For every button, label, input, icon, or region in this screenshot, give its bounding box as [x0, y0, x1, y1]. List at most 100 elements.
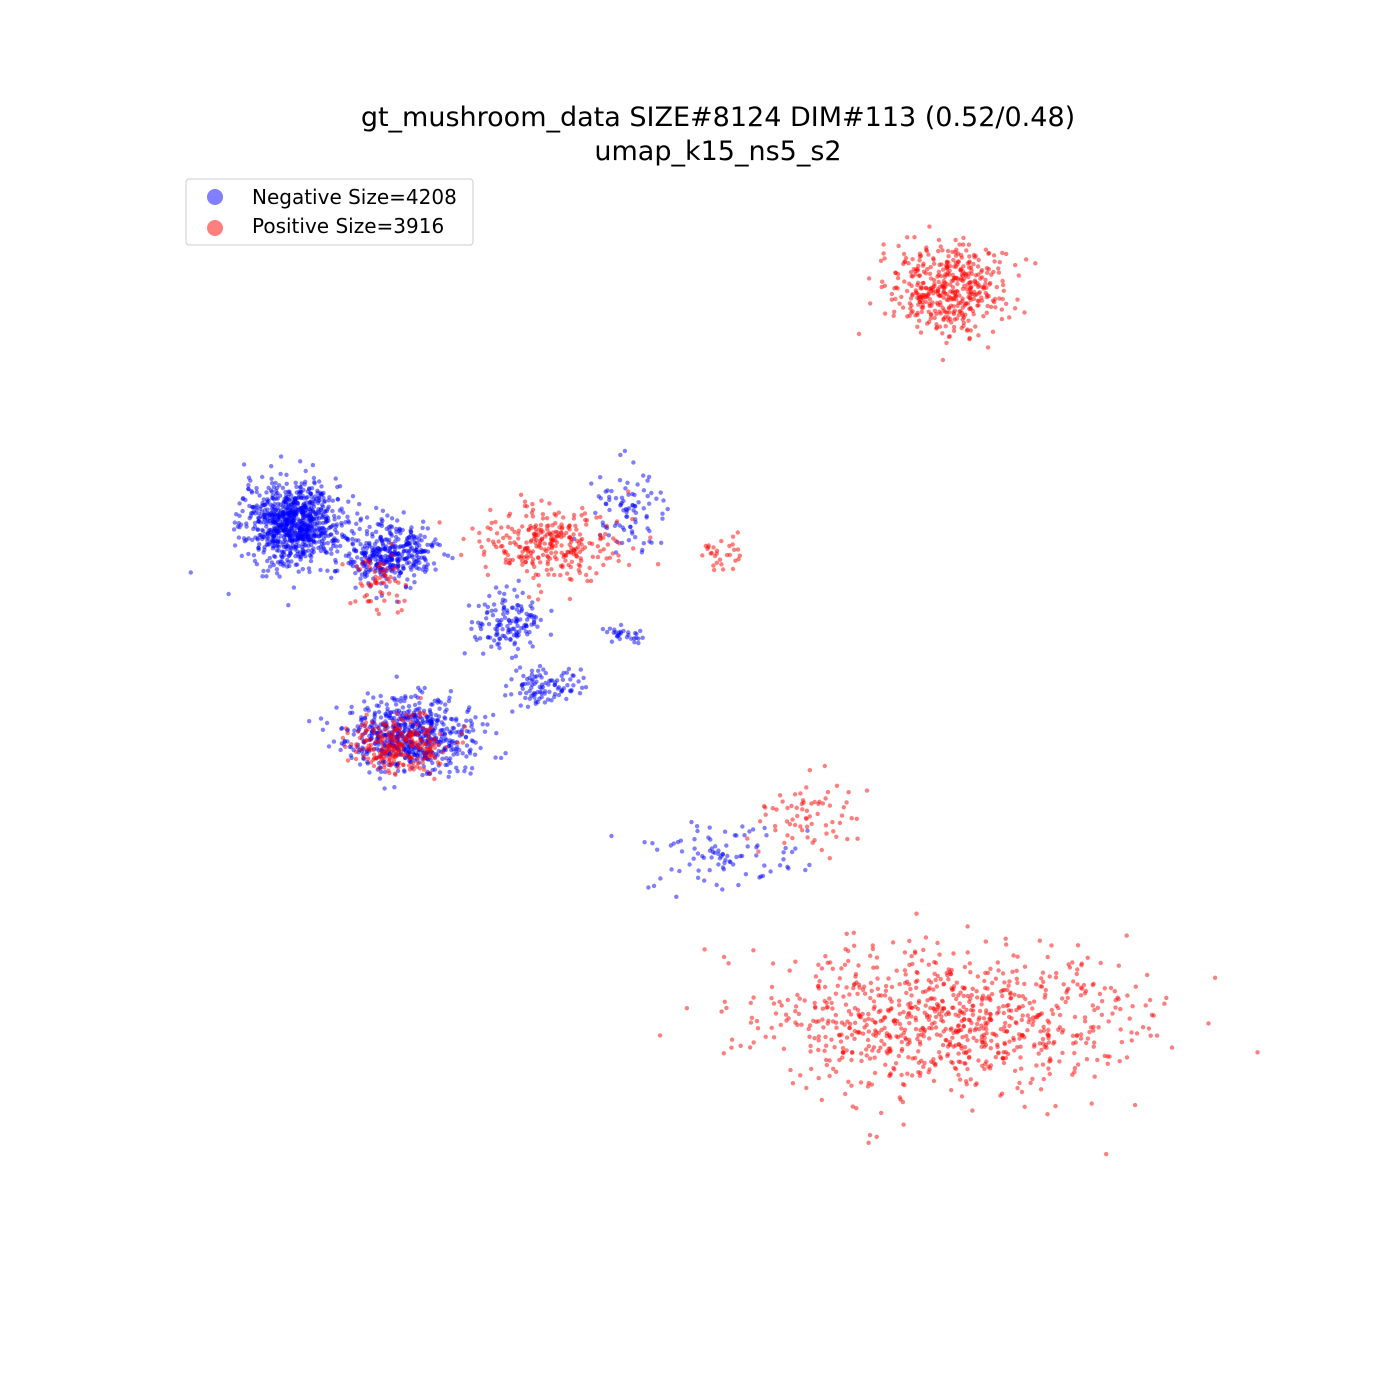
scatter-point-positive [932, 315, 937, 321]
scatter-point-positive [915, 1036, 920, 1042]
scatter-point-positive [967, 1018, 973, 1023]
scatter-point-negative [469, 626, 474, 631]
scatter-point-negative [720, 851, 725, 857]
scatter-point-positive [983, 1042, 989, 1048]
scatter-point-positive [967, 286, 973, 291]
scatter-point-negative [346, 520, 352, 525]
scatter-point-positive [843, 1091, 848, 1097]
scatter-point-positive [946, 254, 951, 259]
scatter-point-positive [516, 531, 521, 536]
scatter-point-positive [530, 501, 535, 507]
scatter-point-positive [936, 237, 942, 243]
scatter-point-negative [319, 484, 324, 489]
scatter-point-positive [565, 571, 570, 576]
scatter-point-negative [616, 630, 621, 635]
scatter-point-negative [504, 584, 509, 589]
scatter-point-positive [712, 553, 718, 559]
scatter-point-negative [524, 690, 529, 696]
scatter-point-negative [463, 765, 468, 770]
scatter-point-negative [497, 619, 502, 625]
scatter-point-positive [1031, 1015, 1036, 1020]
scatter-point-positive [891, 313, 896, 318]
scatter-point-positive [816, 1034, 821, 1039]
scatter-point-positive [523, 546, 528, 551]
scatter-point-negative [447, 769, 452, 775]
scatter-point-negative [537, 696, 542, 701]
scatter-point-positive [549, 567, 554, 572]
scatter-point-positive [1014, 976, 1019, 981]
scatter-point-positive [962, 964, 968, 970]
scatter-point-positive [932, 308, 938, 313]
scatter-point-negative [374, 554, 379, 559]
scatter-point-positive [598, 549, 603, 554]
scatter-point-positive [389, 541, 394, 546]
scatter-point-negative [478, 626, 484, 632]
scatter-point-negative [527, 629, 532, 635]
scatter-point-negative [482, 602, 487, 607]
scatter-point-negative [265, 532, 270, 537]
scatter-point-positive [388, 752, 394, 757]
scatter-point-positive [1023, 996, 1028, 1002]
scatter-point-positive [516, 536, 521, 541]
scatter-point-negative [237, 525, 242, 530]
scatter-point-negative [308, 526, 314, 532]
scatter-point-negative [367, 770, 372, 775]
scatter-point-negative [311, 546, 316, 551]
scatter-point-positive [951, 1044, 956, 1049]
scatter-point-positive [967, 265, 972, 270]
scatter-point-positive [1041, 979, 1046, 985]
scatter-point-negative [335, 497, 341, 502]
scatter-point-negative [256, 516, 262, 521]
scatter-point-negative [402, 698, 407, 704]
scatter-point-positive [839, 966, 844, 971]
scatter-point-positive [1255, 1050, 1260, 1055]
scatter-point-positive [997, 296, 1002, 301]
scatter-point-negative [421, 764, 426, 769]
scatter-point-positive [937, 1050, 942, 1055]
scatter-point-positive [951, 257, 956, 263]
scatter-point-negative [349, 755, 354, 761]
scatter-point-positive [925, 321, 930, 326]
scatter-point-negative [516, 632, 521, 638]
scatter-point-positive [1092, 1007, 1097, 1013]
scatter-point-positive [807, 814, 812, 819]
scatter-point-negative [647, 501, 652, 506]
scatter-point-negative [598, 475, 603, 480]
scatter-point-positive [866, 1016, 871, 1021]
scatter-point-negative [485, 609, 490, 615]
scatter-point-positive [931, 987, 936, 992]
scatter-point-positive [1046, 1066, 1051, 1071]
scatter-point-negative [600, 520, 605, 525]
scatter-point-positive [862, 991, 868, 996]
scatter-point-negative [246, 551, 251, 557]
scatter-point-positive [382, 765, 387, 770]
scatter-point-positive [825, 1004, 830, 1010]
scatter-point-positive [864, 1022, 869, 1028]
scatter-point-positive [951, 951, 956, 956]
scatter-point-positive [567, 576, 572, 582]
scatter-point-negative [317, 479, 322, 484]
scatter-point-positive [1087, 1029, 1092, 1035]
scatter-point-negative [313, 521, 318, 526]
scatter-point-negative [397, 554, 402, 559]
scatter-point-positive [859, 1051, 864, 1056]
scatter-point-positive [823, 823, 829, 828]
scatter-point-negative [407, 535, 412, 540]
scatter-point-negative [296, 491, 302, 497]
scatter-point-negative [273, 554, 278, 559]
scatter-point-negative [401, 768, 407, 773]
scatter-point-positive [870, 946, 876, 952]
scatter-point-negative [641, 541, 646, 546]
scatter-point-negative [523, 629, 529, 634]
scatter-point-positive [1096, 1025, 1101, 1030]
scatter-point-negative [392, 785, 397, 790]
scatter-point-negative [497, 636, 502, 641]
scatter-point-positive [950, 1035, 955, 1040]
scatter-point-positive [992, 259, 997, 264]
scatter-point-negative [621, 508, 626, 513]
scatter-point-positive [895, 275, 901, 281]
scatter-point-positive [414, 764, 420, 769]
scatter-point-positive [1042, 1044, 1048, 1050]
scatter-point-negative [270, 546, 276, 551]
scatter-point-positive [866, 1044, 872, 1049]
